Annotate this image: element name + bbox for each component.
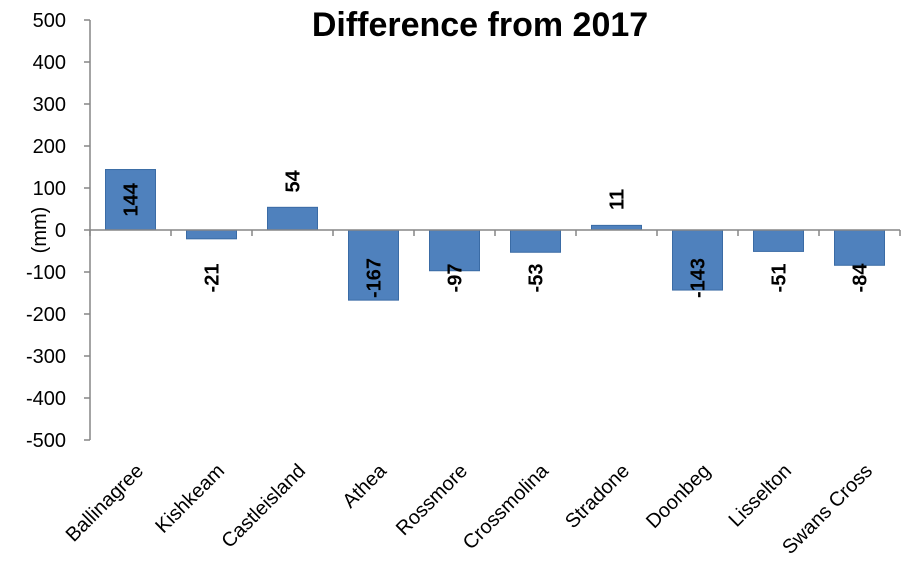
data-labels: 144 -21 54 -167 -97 -53 11 -143 -51 -84 [121, 169, 872, 298]
bar-doonbeg [672, 229, 723, 291]
bars [105, 169, 885, 301]
bar-ballinagree [105, 169, 156, 231]
category-label: Athea [339, 459, 392, 512]
category-label: Ballinagree [62, 460, 148, 546]
data-label: 11 [607, 189, 629, 210]
y-tick-label: -200 [26, 304, 66, 326]
y-tick-label: 400 [33, 52, 66, 74]
y-tick-label: 0 [55, 220, 66, 242]
y-tick-label: -500 [26, 430, 66, 452]
category-label: Castleisland [217, 460, 310, 553]
bar-crossmolina [510, 229, 561, 253]
x-axis [89, 229, 901, 236]
category-label: Lisselton [725, 460, 796, 531]
data-label: -84 [850, 263, 872, 293]
data-label: 144 [121, 182, 143, 216]
category-label: Kishkeam [151, 460, 229, 538]
y-tick-label: -400 [26, 388, 66, 410]
y-tick-label: 100 [33, 178, 66, 200]
data-label: -143 [688, 258, 710, 298]
bar-swans-cross [834, 229, 885, 266]
y-tick-label: 200 [33, 136, 66, 158]
category-label: Stradone [561, 460, 634, 533]
category-label: Doonbeg [642, 460, 715, 533]
category-label: Crossmolina [459, 459, 554, 554]
bar-athea [348, 229, 399, 301]
bar-rossmore [429, 229, 480, 272]
data-label: -167 [364, 258, 386, 298]
category-label: Rossmore [392, 460, 472, 540]
bar-castleisland [267, 206, 318, 231]
y-tick-label: -300 [26, 346, 66, 368]
y-tick-label: -100 [26, 262, 66, 284]
data-label: 54 [283, 169, 305, 192]
y-axis-label: (mm) [29, 207, 51, 254]
chart-title: Difference from 2017 [312, 6, 648, 44]
data-label: -97 [445, 264, 467, 293]
y-axis: 500 400 300 200 100 0 -100 -200 -300 -400 -500 [26, 10, 91, 452]
bar-lisselton [753, 229, 804, 252]
y-tick-label: 300 [33, 94, 66, 116]
data-label: -21 [202, 264, 224, 293]
data-label: -53 [526, 264, 548, 293]
bar-kishkeam [186, 229, 237, 240]
y-tick-label: 500 [33, 10, 66, 32]
data-label: -51 [769, 264, 791, 293]
